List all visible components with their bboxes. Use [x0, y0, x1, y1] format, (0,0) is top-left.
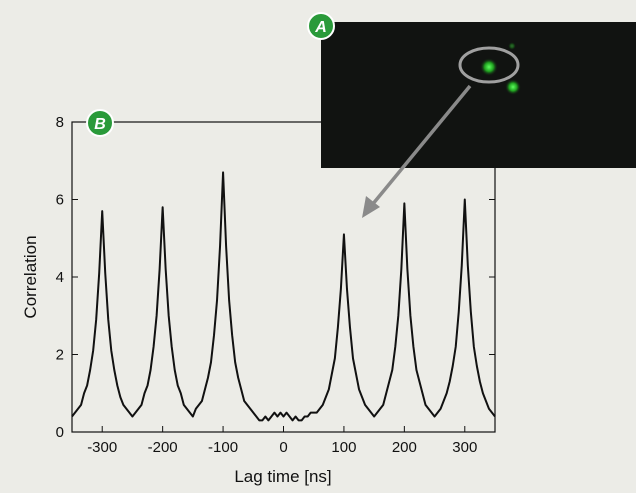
x-tick-label: -200: [148, 439, 178, 456]
x-tick-label: -100: [208, 439, 238, 456]
y-tick-label: 8: [56, 114, 64, 131]
y-tick-label: 2: [56, 347, 64, 364]
emitter: [508, 42, 516, 50]
emitter: [505, 79, 521, 95]
x-tick-label: -300: [87, 439, 117, 456]
x-axis-label: Lag time [ns]: [234, 467, 331, 486]
inset-image: [321, 22, 636, 168]
x-tick-label: 100: [331, 439, 356, 456]
y-tick-label: 4: [56, 269, 64, 286]
x-tick-label: 200: [392, 439, 417, 456]
panel-label: B: [94, 116, 106, 133]
x-tick-label: 0: [279, 439, 287, 456]
panel-badge: [307, 12, 335, 40]
data-line: [71, 171, 496, 422]
y-tick-label: 6: [56, 192, 64, 209]
y-axis-label: Correlation: [21, 235, 40, 318]
emitter: [480, 58, 498, 76]
arrow-head: [362, 196, 380, 218]
panel-label: A: [314, 19, 327, 36]
x-tick-label: 300: [452, 439, 477, 456]
arrow-shaft: [370, 84, 472, 207]
plot-frame: [71, 121, 496, 433]
y-tick-label: 0: [56, 424, 64, 441]
selection-ring: [458, 46, 520, 84]
panel-badge: [86, 109, 114, 137]
